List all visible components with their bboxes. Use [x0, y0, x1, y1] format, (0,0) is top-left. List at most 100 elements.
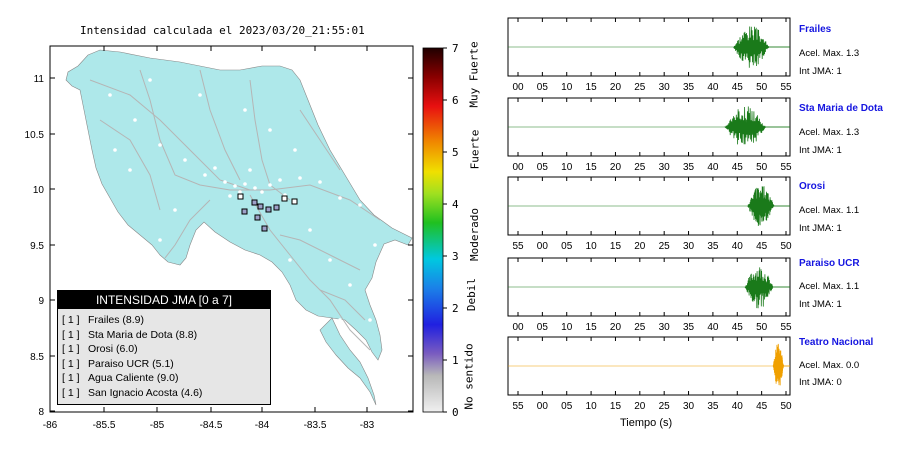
waveform-tick-label: 45 [756, 401, 768, 412]
waveform-tick-label: 40 [707, 82, 719, 93]
waveform-tick-label: 35 [683, 162, 695, 173]
station-accel: Acel. Max. 0.0 [799, 360, 860, 371]
time-axis-label: Tiempo (s) [620, 417, 673, 429]
waveform-tick-label: 25 [634, 322, 646, 333]
waveform-tick-label: 55 [780, 322, 792, 333]
station-name: Orosi [799, 181, 826, 192]
waveform-tick-label: 20 [634, 241, 646, 252]
waveform-tick-label: 55 [512, 241, 524, 252]
map-y-tick-label: 8.5 [30, 352, 44, 363]
town-markers [108, 78, 377, 347]
station-squares [237, 193, 298, 232]
waveform-panel: 55 00 05 10 15 20 25 30 35 40 45 50 [507, 336, 792, 412]
waveform-tick-label: 00 [537, 241, 549, 252]
colorbar-tick-label: 0 [452, 406, 459, 419]
waveform-tick-label: 05 [537, 82, 549, 93]
land-area [65, 49, 413, 361]
waveform-tick-label: 30 [683, 401, 695, 412]
waveform-tick-label: 15 [610, 241, 622, 252]
waveform-tick-label: 35 [707, 401, 719, 412]
waveform-panel: 00 05 10 15 20 25 30 35 40 45 50 55 [507, 257, 792, 333]
legend-item: [ 1 ] San Ignacio Acosta (4.6) [62, 386, 203, 399]
legend-title: INTENSIDAD JMA [0 a 7] [58, 291, 270, 309]
waveform-tick-label: 00 [512, 162, 524, 173]
waveform-trace [747, 186, 790, 227]
colorbar [422, 47, 444, 413]
waveform-tick-label: 40 [707, 322, 719, 333]
waveform-trace [772, 343, 790, 386]
waveform-tick-label: 40 [732, 401, 744, 412]
map-x-tick-label: -84 [255, 420, 270, 431]
waveform-panel: 00 05 10 15 20 25 30 35 40 45 50 55 [507, 97, 792, 173]
waveform-tick-label: 15 [586, 82, 598, 93]
map-x-tick-label: -86 [43, 420, 58, 431]
station-jma: Int JMA: 0 [799, 377, 842, 388]
waveform-tick-label: 10 [586, 401, 598, 412]
colorbar-label-muy-fuerte: Muy Fuerte [467, 41, 481, 108]
colorbar-tick-label: 3 [452, 250, 459, 263]
waveform-tick-label: 15 [586, 162, 598, 173]
waveform-tick-label: 55 [780, 162, 792, 173]
legend-item: [ 1 ] Sta Maria de Dota (8.8) [62, 328, 198, 341]
colorbar-label-debil: Debil [465, 277, 479, 312]
waveform-tick-label: 55 [780, 82, 792, 93]
intensity-legend: INTENSIDAD JMA [0 a 7] [ 1 ] Frailes (8.9… [57, 290, 271, 405]
map-x-tick-label: -85 [150, 420, 165, 431]
waveform-tick-label: 25 [659, 401, 671, 412]
map-x-axis: -86 -85.5 -85 -84.5 -84 -83.5 -83 [43, 46, 375, 431]
waveform-tick-label: 00 [512, 82, 524, 93]
waveform-tick-label: 00 [537, 401, 549, 412]
map-y-tick-label: 10 [33, 185, 45, 196]
legend-item: [ 1 ] Orosi (6.0) [62, 343, 138, 356]
legend-item: [ 1 ] Paraiso UCR (5.1) [62, 357, 174, 370]
waveform-trace [744, 267, 790, 309]
waveform-tick-label: 20 [610, 162, 622, 173]
waveform-tick-label: 05 [561, 241, 573, 252]
map-title: Intensidad calculada el 2023/03/20_21:55… [80, 24, 365, 37]
colorbar-tick-label: 5 [452, 146, 459, 159]
waveform-tick-label: 45 [732, 82, 744, 93]
colorbar-label-no-sentido: No sentido [462, 343, 476, 410]
station-name: Sta Maria de Dota [799, 103, 883, 114]
station-accel: Acel. Max. 1.1 [799, 205, 860, 216]
map-x-tick-label: -85.5 [93, 420, 116, 431]
waveform-tick-label: 50 [756, 322, 768, 333]
station-name: Teatro Nacional [799, 337, 874, 348]
map-y-tick-label: 11 [34, 74, 45, 85]
waveform-tick-label: 40 [732, 241, 744, 252]
colorbar-tick-label: 4 [452, 198, 459, 211]
waveform-tick-label: 10 [561, 82, 573, 93]
station-jma: Int JMA: 1 [799, 145, 842, 156]
map-y-axis: 11 10.5 10 9.5 9 8.5 8 [25, 74, 413, 418]
waveform-trace [733, 26, 790, 68]
waveform-tick-label: 05 [561, 401, 573, 412]
station-accel: Acel. Max. 1.3 [799, 127, 860, 138]
waveform-tick-label: 30 [683, 241, 695, 252]
colorbar-tick-label: 6 [452, 94, 459, 107]
waveform-tick-label: 20 [610, 82, 622, 93]
waveform-tick-label: 15 [586, 322, 598, 333]
legend-item: [ 1 ] Frailes (8.9) [62, 314, 145, 326]
colorbar-tick-label: 1 [452, 354, 459, 367]
map-y-tick-label: 9 [38, 296, 44, 307]
waveform-tick-label: 25 [634, 82, 646, 93]
southern-peninsula [319, 317, 377, 406]
map-y-tick-label: 9.5 [30, 241, 44, 252]
waveform-tick-label: 50 [756, 82, 768, 93]
waveform-tick-label: 35 [683, 322, 695, 333]
legend-item: [ 1 ] Agua Caliente (9.0) [62, 372, 179, 385]
map-y-tick-label: 8 [38, 407, 44, 418]
waveform-tick-label: 25 [634, 162, 646, 173]
road-network [89, 69, 381, 351]
waveform-tick-label: 50 [756, 162, 768, 173]
station-jma: Int JMA: 1 [799, 66, 842, 77]
waveform-tick-label: 15 [610, 401, 622, 412]
waveform-tick-label: 35 [683, 82, 695, 93]
waveform-tick-label: 30 [659, 322, 671, 333]
map-x-tick-label: -83.5 [304, 420, 327, 431]
waveform-tick-label: 45 [732, 162, 744, 173]
colorbar-tick-label: 2 [452, 302, 459, 315]
station-jma: Int JMA: 1 [799, 223, 842, 234]
waveform-tick-label: 30 [659, 162, 671, 173]
